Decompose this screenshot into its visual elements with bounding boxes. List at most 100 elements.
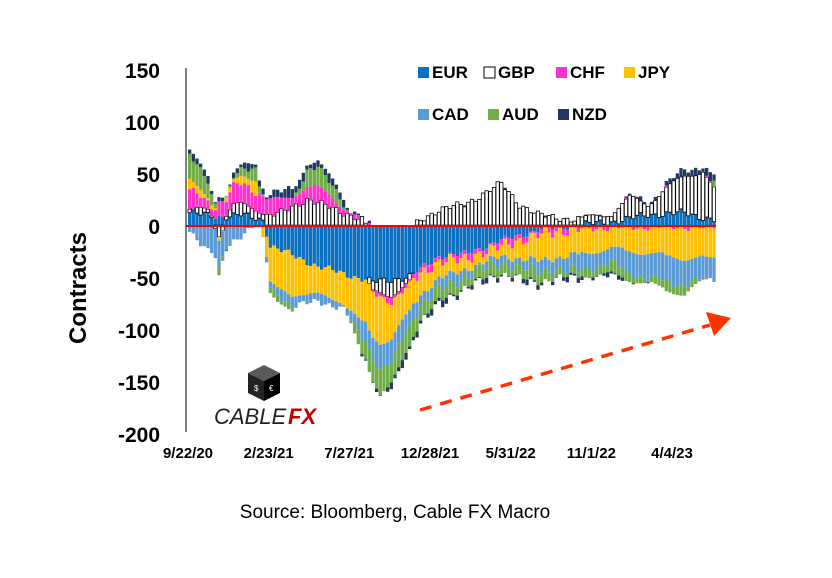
bar-segment-aud <box>375 368 379 389</box>
bar-segment-eur <box>650 214 654 226</box>
bar-segment-jpy <box>455 263 459 275</box>
bar-segment-nzd <box>415 331 419 338</box>
bar-segment-eur <box>334 225 338 273</box>
y-tick-label: -200 <box>118 424 160 447</box>
bar-segment-gbp <box>557 221 563 226</box>
bar-segment-aud <box>345 209 349 212</box>
bar-segment-chf <box>547 227 551 233</box>
bar-segment-nzd <box>492 275 496 278</box>
bar-segment-eur <box>617 223 621 226</box>
bar-segment-cad <box>287 294 291 303</box>
bar-segment-jpy <box>389 305 393 340</box>
bar-segment-gbp <box>293 203 299 226</box>
bar-segment-nzd <box>496 278 500 283</box>
bar-segment-jpy <box>499 244 503 256</box>
bar-segment-gbp <box>308 199 313 226</box>
bar-segment-chf <box>532 230 536 233</box>
bar-segment-chf <box>466 252 470 261</box>
bar-segment-nzd <box>437 297 441 301</box>
bar-segment-gbp <box>202 207 207 213</box>
bar-segment-cad <box>202 225 206 247</box>
bar-segment-eur <box>507 225 511 238</box>
bar-segment-gbp <box>389 281 394 298</box>
bar-segment-chf <box>463 250 467 255</box>
bar-segment-aud <box>536 275 540 286</box>
y-tick-label: 0 <box>148 216 160 239</box>
bar-segment-nzd <box>305 165 309 170</box>
bar-segment-chf <box>334 203 338 208</box>
bar-segment-nzd <box>595 275 599 277</box>
bar-segment-aud <box>540 272 544 283</box>
bar-segment-jpy <box>510 248 514 262</box>
bar-segment-gbp <box>304 197 310 226</box>
bar-segment-chf <box>327 194 331 209</box>
bar-segment-jpy <box>386 303 390 343</box>
bar-segment-jpy <box>690 227 694 259</box>
bar-segment-aud <box>609 259 613 272</box>
bar-segment-eur <box>624 216 628 226</box>
legend-swatch-chf <box>556 67 567 78</box>
stacked-bars <box>187 149 717 396</box>
bar-segment-gbp <box>345 213 350 226</box>
bar-segment-gbp <box>249 208 255 219</box>
bar-segment-eur <box>188 212 192 226</box>
bar-segment-cad <box>364 321 368 342</box>
bar-segment-nzd <box>620 277 624 281</box>
bar-segment-eur <box>419 225 423 267</box>
bar-segment-aud <box>422 298 426 315</box>
bar-segment-jpy <box>470 262 474 271</box>
bar-segment-jpy <box>602 230 606 252</box>
bar-segment-aud <box>404 333 408 353</box>
bar-segment-jpy <box>463 254 467 269</box>
bar-segment-jpy <box>459 258 463 272</box>
bar-segment-jpy <box>411 278 415 304</box>
bar-segment-jpy <box>569 226 573 253</box>
bar-segment-gbp <box>444 206 449 226</box>
bar-segment-cad <box>228 225 232 246</box>
bar-segment-gbp <box>341 215 346 226</box>
bar-segment-aud <box>624 269 628 281</box>
bar-segment-nzd <box>298 179 302 189</box>
bar-segment-aud <box>661 280 665 287</box>
bar-segment-jpy <box>364 279 368 322</box>
bar-segment-eur <box>701 220 705 226</box>
bar-segment-eur <box>309 225 313 266</box>
bar-segment-chf <box>441 259 445 266</box>
bar-segment-eur <box>327 225 331 266</box>
bar-segment-cad <box>686 260 690 288</box>
bar-segment-chf <box>323 191 327 205</box>
bar-segment-cad <box>312 292 316 300</box>
bar-segment-eur <box>342 225 346 273</box>
bar-segment-chf <box>646 225 650 231</box>
bar-segment-jpy <box>708 225 712 258</box>
bar-segment-nzd <box>294 186 298 193</box>
bar-segment-chf <box>228 192 232 210</box>
y-tick-label: -150 <box>118 372 160 395</box>
bar-segment-gbp <box>367 276 372 284</box>
bar-segment-jpy <box>565 235 569 258</box>
bar-segment-eur <box>686 215 690 226</box>
bar-segment-gbp <box>546 215 552 226</box>
bar-segment-eur <box>628 216 632 226</box>
bar-segment-nzd <box>199 163 203 168</box>
x-tick-label: 4/4/23 <box>651 445 693 462</box>
bar-segment-aud <box>690 281 694 288</box>
bar-segment-eur <box>338 225 342 271</box>
bar-segment-gbp <box>436 211 442 226</box>
bar-segment-cad <box>587 253 591 271</box>
y-tick-label: -100 <box>118 320 160 343</box>
bar-segment-chf <box>261 195 265 215</box>
bar-segment-aud <box>411 318 415 337</box>
bar-segment-eur <box>298 225 302 258</box>
bar-segment-jpy <box>661 227 665 253</box>
bar-segment-eur <box>631 218 635 226</box>
bar-segment-jpy <box>202 194 206 198</box>
bar-segment-gbp <box>268 213 273 226</box>
bar-segment-aud <box>323 175 327 192</box>
bar-segment-nzd <box>459 290 463 292</box>
bar-segment-aud <box>356 329 360 345</box>
bar-segment-eur <box>265 225 269 237</box>
bar-segment-gbp <box>524 207 530 226</box>
bar-segment-cad <box>521 261 525 271</box>
